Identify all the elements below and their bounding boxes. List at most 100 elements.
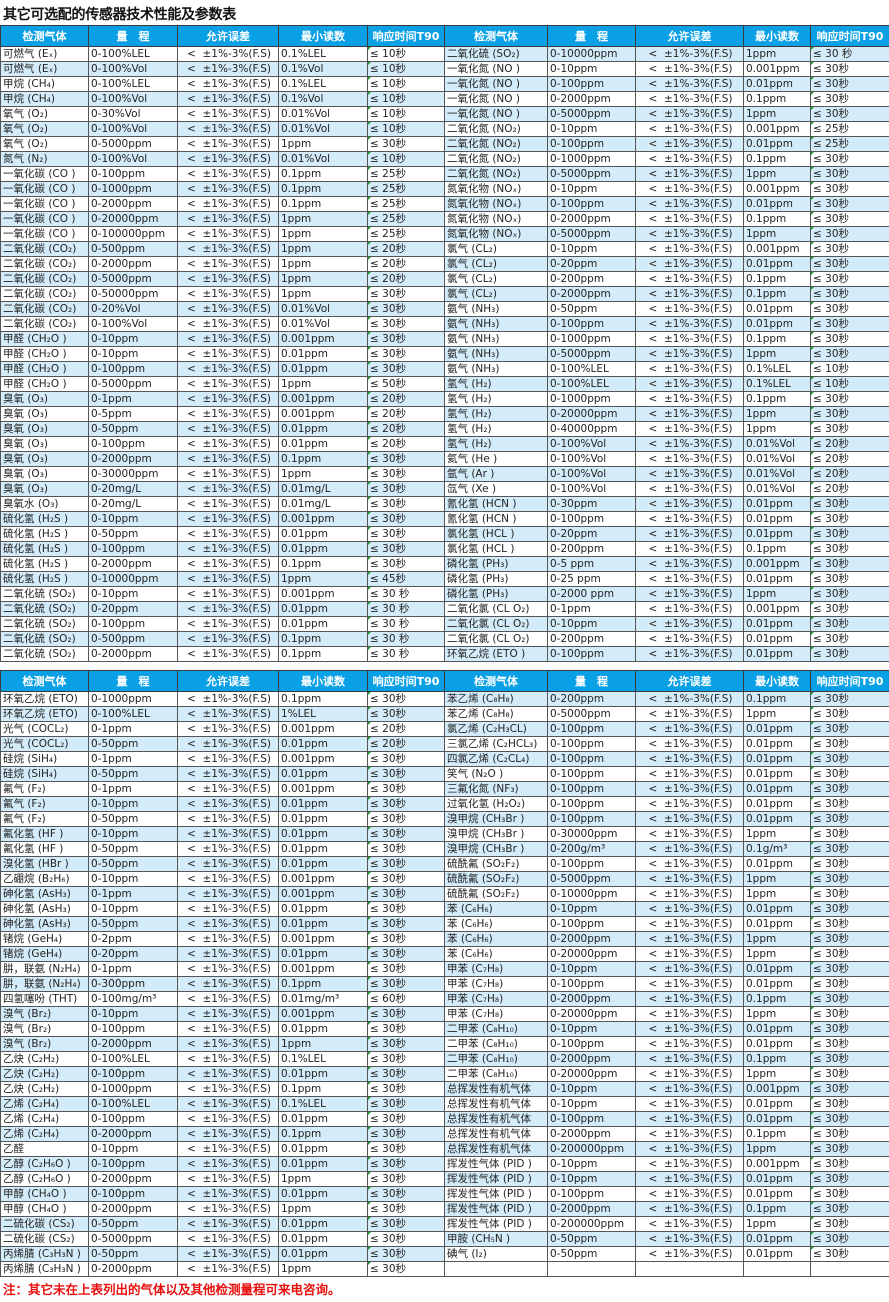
min-reading-cell — [743, 1261, 811, 1277]
error-cell: < ±1%-3%(F.S) — [177, 631, 279, 647]
table-row: 一氧化碳 (CO ) 0-100ppm < ±1%-3%(F.S) 0.1ppm ≤ 2… — [0, 166, 445, 182]
min-reading-cell: 0.001ppm — [743, 61, 811, 77]
error-cell: < ±1%-3%(F.S) — [635, 106, 744, 122]
table-row: 氮氧化物 (NOₓ) 0-2000ppm < ±1%-3%(F.S) 0.1ppm ≤ … — [444, 211, 889, 227]
gas-cell: 总挥发性有机气体 — [444, 1126, 548, 1142]
error-cell: < ±1%-3%(F.S) — [635, 571, 744, 587]
response-time-cell: ≤ 30秒 — [810, 1186, 889, 1202]
error-cell: < ±1%-3%(F.S) — [635, 76, 744, 92]
range-cell: 0-2000ppm — [88, 556, 178, 572]
error-cell: < ±1%-3%(F.S) — [635, 406, 744, 422]
range-cell: 0-10ppm — [547, 1156, 636, 1172]
response-time-cell: ≤ 25秒 — [810, 121, 889, 137]
table-row: 甲醛 (CH₂O ) 0-5000ppm < ±1%-3%(F.S) 1ppm ≤ 50… — [0, 376, 445, 392]
range-cell: 0-100ppm — [88, 1156, 178, 1172]
table-row: 氯乙烯 (C₂H₃CL) 0-100ppm < ±1%-3%(F.S) 0.01ppm… — [444, 721, 889, 737]
gas-cell: 磷化氢 (PH₃) — [444, 586, 548, 602]
gas-cell: 氯化氢 (HCL ) — [444, 526, 548, 542]
gas-cell: 氟化氢 (HF ) — [0, 826, 89, 842]
range-cell: 0-100%Vol — [547, 436, 636, 452]
table-row: 肼，联氨 (N₂H₄) 0-1ppm < ±1%-3%(F.S) 0.001ppm ≤ … — [0, 961, 445, 977]
table-row: 环氧乙烷 (ETO ) 0-100ppm < ±1%-3%(F.S) 0.01ppm ≤… — [444, 646, 889, 662]
response-time-cell: ≤ 30秒 — [810, 91, 889, 107]
column-header: 响应时间T90 — [810, 670, 889, 692]
min-reading-cell: 0.01ppm — [743, 856, 811, 872]
table-row: 一氧化氮 (NO ) 0-5000ppm < ±1%-3%(F.S) 1ppm ≤ 30… — [444, 106, 889, 122]
min-reading-cell: 0.01ppm — [743, 256, 811, 272]
min-reading-cell: 0.1%LEL — [743, 376, 811, 392]
min-reading-cell: 1ppm — [278, 286, 368, 302]
response-time-cell: ≤ 25秒 — [367, 166, 445, 182]
gas-cell: 二氧化硫 (SO₂) — [444, 46, 548, 62]
table-row: 一氧化碳 (CO ) 0-100000ppm < ±1%-3%(F.S) 1ppm ≤ … — [0, 226, 445, 242]
range-cell: 0-100ppm — [547, 511, 636, 527]
range-cell: 0-50ppm — [88, 856, 178, 872]
response-time-cell: ≤ 30秒 — [367, 361, 445, 377]
min-reading-cell: 0.1%LEL — [278, 46, 368, 62]
gas-cell: 甲苯 (C₇H₈) — [444, 961, 548, 977]
response-time-cell: ≤ 30秒 — [367, 346, 445, 362]
gas-cell: 氙气 (Xe ) — [444, 481, 548, 497]
response-time-cell: ≤ 30秒 — [810, 211, 889, 227]
error-cell: < ±1%-3%(F.S) — [177, 226, 279, 242]
response-time-cell: ≤ 10秒 — [367, 121, 445, 137]
table-row: 氩气 (Ar ) 0-100%Vol < ±1%-3%(F.S) 0.01%Vol ≤ … — [444, 466, 889, 482]
range-cell: 0-10ppm — [88, 586, 178, 602]
gas-cell — [444, 1261, 548, 1277]
gas-cell: 氨气 (NH₃) — [444, 346, 548, 362]
range-cell: 0-10ppm — [547, 1171, 636, 1187]
range-cell: 0-2000ppm — [547, 931, 636, 947]
range-cell: 0-30ppm — [547, 496, 636, 512]
response-time-cell: ≤ 30秒 — [367, 451, 445, 467]
gas-cell: 氯气 (CL₂) — [444, 271, 548, 287]
column-header: 响应时间T90 — [367, 25, 445, 47]
table-row: 二甲苯 (C₈H₁₀) 0-100ppm < ±1%-3%(F.S) 0.01ppm ≤… — [444, 1036, 889, 1052]
min-reading-cell: 0.1ppm — [743, 331, 811, 347]
error-cell: < ±1%-3%(F.S) — [635, 556, 744, 572]
response-time-cell: ≤ 30秒 — [810, 1231, 889, 1247]
min-reading-cell: 0.1%LEL — [278, 1096, 368, 1112]
table-row: 硫化氢 (H₂S ) 0-100ppm < ±1%-3%(F.S) 0.01ppm ≤ … — [0, 541, 445, 557]
column-header: 检测气体 — [444, 25, 548, 47]
response-time-cell: ≤ 30秒 — [810, 586, 889, 602]
error-cell: < ±1%-3%(F.S) — [177, 1246, 279, 1262]
table-row: 甲醛 (CH₂O ) 0-10ppm < ±1%-3%(F.S) 0.01ppm ≤ 3… — [0, 346, 445, 362]
error-cell: < ±1%-3%(F.S) — [177, 1141, 279, 1157]
response-time-cell: ≤ 30秒 — [810, 106, 889, 122]
response-time-cell: ≤ 30秒 — [367, 1261, 445, 1277]
gas-cell: 氢气 (H₂) — [444, 421, 548, 437]
table-row: 臭氧水 (O₃) 0-20mg/L < ±1%-3%(F.S) 0.01mg/L ≤ 3… — [0, 496, 445, 512]
table-row: 甲苯 (C₇H₈) 0-10ppm < ±1%-3%(F.S) 0.01ppm ≤ 30… — [444, 961, 889, 977]
table-row: 总挥发性有机气体 0-2000ppm < ±1%-3%(F.S) 0.1ppm ≤ 30… — [444, 1126, 889, 1142]
error-cell: < ±1%-3%(F.S) — [177, 931, 279, 947]
min-reading-cell: 0.1%LEL — [278, 76, 368, 92]
error-cell: < ±1%-3%(F.S) — [177, 991, 279, 1007]
min-reading-cell: 0.1ppm — [278, 196, 368, 212]
response-time-cell: ≤ 45秒 — [367, 571, 445, 587]
gas-cell: 一氧化氮 (NO ) — [444, 61, 548, 77]
table-row: 溴气 (Br₂) 0-100ppm < ±1%-3%(F.S) 0.01ppm ≤ 30… — [0, 1021, 445, 1037]
range-cell: 0-100ppm — [88, 541, 178, 557]
table-row: 二氧化碳 (CO₂) 0-100%Vol < ±1%-3%(F.S) 0.01%Vol… — [0, 316, 445, 332]
error-cell: < ±1%-3%(F.S) — [635, 631, 744, 647]
min-reading-cell: 0.001ppm — [278, 886, 368, 902]
min-reading-cell: 0.01%Vol — [278, 301, 368, 317]
min-reading-cell: 0.001ppm — [743, 1156, 811, 1172]
range-cell: 0-100ppm — [547, 316, 636, 332]
table-row: 碘气 (I₂) 0-50ppm < ±1%-3%(F.S) 0.01ppm ≤ 30秒 — [444, 1246, 889, 1262]
gas-cell: 总挥发性有机气体 — [444, 1096, 548, 1112]
response-time-cell: ≤ 20秒 — [810, 481, 889, 497]
response-time-cell: ≤ 30秒 — [367, 1126, 445, 1142]
min-reading-cell: 0.01ppm — [743, 1096, 811, 1112]
error-cell: < ±1%-3%(F.S) — [635, 376, 744, 392]
error-cell: < ±1%-3%(F.S) — [635, 391, 744, 407]
error-cell: < ±1%-3%(F.S) — [177, 586, 279, 602]
table-header-row: 检测气体量 程允许误差 最小读数 响应时间T90 — [444, 25, 889, 47]
range-cell: 0-2000 ppm — [547, 586, 636, 602]
response-time-cell: ≤ 30秒 — [367, 706, 445, 722]
response-time-cell: ≤ 30秒 — [367, 1156, 445, 1172]
min-reading-cell: 0.01ppm — [278, 856, 368, 872]
range-cell: 0-20ppm — [88, 601, 178, 617]
range-cell: 0-30000ppm — [547, 826, 636, 842]
error-cell: < ±1%-3%(F.S) — [177, 751, 279, 767]
